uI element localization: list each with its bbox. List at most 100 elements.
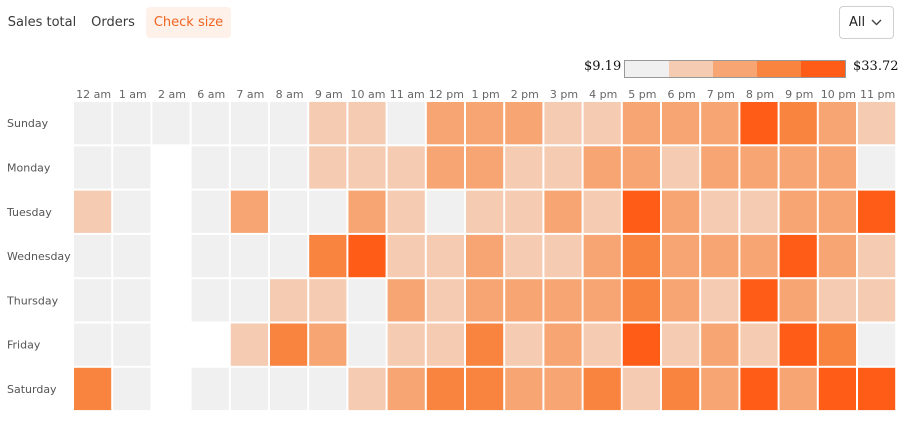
heatmap-cell-wednesday-11-pm[interactable]: [858, 234, 896, 278]
heatmap-cell-thursday-6-am[interactable]: [191, 279, 229, 322]
heatmap-cell-thursday-1-am[interactable]: [113, 279, 151, 322]
heatmap-cell-friday-9-pm[interactable]: [779, 323, 817, 366]
heatmap-cell-sunday-9-am[interactable]: [309, 102, 347, 145]
heatmap-cell-monday-1-pm[interactable]: [466, 146, 504, 189]
heatmap-cell-sunday-5-pm[interactable]: [622, 102, 660, 145]
heatmap-cell-saturday-11-pm[interactable]: [858, 367, 896, 411]
heatmap-cell-thursday-1-pm[interactable]: [466, 279, 504, 322]
heatmap-cell-wednesday-12-pm[interactable]: [426, 234, 464, 278]
heatmap-cell-friday-1-pm[interactable]: [466, 323, 504, 366]
heatmap-cell-wednesday-1-pm[interactable]: [466, 234, 504, 278]
heatmap-cell-thursday-8-pm[interactable]: [740, 279, 778, 322]
heatmap-cell-sunday-1-am[interactable]: [113, 102, 151, 145]
heatmap-cell-monday-11-pm[interactable]: [858, 146, 896, 189]
heatmap-cell-friday-7-pm[interactable]: [701, 323, 739, 366]
heatmap-cell-sunday-9-pm[interactable]: [779, 102, 817, 145]
heatmap-cell-saturday-7-am[interactable]: [230, 367, 268, 411]
heatmap-cell-friday-8-pm[interactable]: [740, 323, 778, 366]
heatmap-cell-wednesday-3-pm[interactable]: [544, 234, 582, 278]
heatmap-cell-tuesday-4-pm[interactable]: [583, 190, 621, 233]
heatmap-cell-saturday-9-am[interactable]: [309, 367, 347, 411]
heatmap-cell-friday-11-am[interactable]: [387, 323, 425, 366]
heatmap-cell-tuesday-1-pm[interactable]: [466, 190, 504, 233]
heatmap-cell-sunday-7-pm[interactable]: [701, 102, 739, 145]
heatmap-cell-wednesday-11-am[interactable]: [387, 234, 425, 278]
heatmap-cell-monday-1-am[interactable]: [113, 146, 151, 189]
heatmap-cell-tuesday-9-am[interactable]: [309, 190, 347, 233]
heatmap-cell-tuesday-6-am[interactable]: [191, 190, 229, 233]
heatmap-cell-thursday-7-pm[interactable]: [701, 279, 739, 322]
heatmap-cell-tuesday-9-pm[interactable]: [779, 190, 817, 233]
heatmap-cell-wednesday-8-am[interactable]: [270, 234, 308, 278]
heatmap-cell-monday-7-pm[interactable]: [701, 146, 739, 189]
heatmap-cell-friday-5-pm[interactable]: [622, 323, 660, 366]
heatmap-cell-friday-10-am[interactable]: [348, 323, 386, 366]
heatmap-cell-friday-11-pm[interactable]: [858, 323, 896, 366]
heatmap-cell-saturday-5-pm[interactable]: [622, 367, 660, 411]
heatmap-cell-saturday-8-pm[interactable]: [740, 367, 778, 411]
heatmap-cell-sunday-3-pm[interactable]: [544, 102, 582, 145]
heatmap-cell-monday-9-pm[interactable]: [779, 146, 817, 189]
heatmap-cell-thursday-5-pm[interactable]: [622, 279, 660, 322]
heatmap-cell-saturday-11-am[interactable]: [387, 367, 425, 411]
heatmap-cell-tuesday-8-am[interactable]: [270, 190, 308, 233]
tab-check-size[interactable]: Check size: [146, 7, 231, 38]
heatmap-cell-wednesday-6-am[interactable]: [191, 234, 229, 278]
heatmap-cell-monday-8-am[interactable]: [270, 146, 308, 189]
heatmap-cell-friday-4-pm[interactable]: [583, 323, 621, 366]
heatmap-cell-tuesday-5-pm[interactable]: [622, 190, 660, 233]
heatmap-cell-monday-6-am[interactable]: [191, 146, 229, 189]
heatmap-cell-saturday-9-pm[interactable]: [779, 367, 817, 411]
heatmap-cell-saturday-8-am[interactable]: [270, 367, 308, 411]
heatmap-cell-thursday-3-pm[interactable]: [544, 279, 582, 322]
heatmap-cell-thursday-11-am[interactable]: [387, 279, 425, 322]
heatmap-cell-thursday-7-am[interactable]: [230, 279, 268, 322]
heatmap-cell-wednesday-8-pm[interactable]: [740, 234, 778, 278]
heatmap-cell-saturday-10-am[interactable]: [348, 367, 386, 411]
heatmap-cell-wednesday-12-am[interactable]: [74, 234, 112, 278]
heatmap-cell-thursday-12-am[interactable]: [74, 279, 112, 322]
heatmap-cell-friday-1-am[interactable]: [113, 323, 151, 366]
heatmap-cell-friday-3-pm[interactable]: [544, 323, 582, 366]
heatmap-cell-wednesday-9-am[interactable]: [309, 234, 347, 278]
heatmap-cell-monday-10-pm[interactable]: [818, 146, 856, 189]
heatmap-cell-saturday-6-pm[interactable]: [662, 367, 700, 411]
heatmap-cell-friday-9-am[interactable]: [309, 323, 347, 366]
heatmap-cell-friday-10-pm[interactable]: [818, 323, 856, 366]
heatmap-cell-tuesday-7-am[interactable]: [230, 190, 268, 233]
heatmap-cell-thursday-9-pm[interactable]: [779, 279, 817, 322]
heatmap-cell-wednesday-2-pm[interactable]: [505, 234, 543, 278]
heatmap-cell-tuesday-10-pm[interactable]: [818, 190, 856, 233]
heatmap-cell-wednesday-1-am[interactable]: [113, 234, 151, 278]
heatmap-cell-tuesday-2-pm[interactable]: [505, 190, 543, 233]
heatmap-cell-sunday-4-pm[interactable]: [583, 102, 621, 145]
heatmap-cell-saturday-7-pm[interactable]: [701, 367, 739, 411]
heatmap-cell-thursday-11-pm[interactable]: [858, 279, 896, 322]
heatmap-cell-saturday-2-pm[interactable]: [505, 367, 543, 411]
heatmap-cell-tuesday-12-pm[interactable]: [426, 190, 464, 233]
heatmap-cell-sunday-2-am[interactable]: [152, 102, 190, 145]
tab-sales-total[interactable]: Sales total: [7, 15, 77, 30]
heatmap-cell-monday-12-am[interactable]: [74, 146, 112, 189]
tab-orders[interactable]: Orders: [91, 15, 135, 30]
heatmap-cell-sunday-7-am[interactable]: [230, 102, 268, 145]
heatmap-cell-sunday-12-am[interactable]: [74, 102, 112, 145]
heatmap-cell-thursday-12-pm[interactable]: [426, 279, 464, 322]
filter-dropdown[interactable]: All: [839, 6, 894, 39]
heatmap-cell-saturday-12-am[interactable]: [74, 367, 112, 411]
heatmap-cell-friday-12-am[interactable]: [74, 323, 112, 366]
heatmap-cell-saturday-1-am[interactable]: [113, 367, 151, 411]
heatmap-cell-monday-5-pm[interactable]: [622, 146, 660, 189]
heatmap-cell-wednesday-6-pm[interactable]: [662, 234, 700, 278]
heatmap-cell-wednesday-10-pm[interactable]: [818, 234, 856, 278]
heatmap-cell-tuesday-1-am[interactable]: [113, 190, 151, 233]
heatmap-cell-saturday-10-pm[interactable]: [818, 367, 856, 411]
heatmap-cell-tuesday-12-am[interactable]: [74, 190, 112, 233]
heatmap-cell-monday-2-pm[interactable]: [505, 146, 543, 189]
heatmap-cell-sunday-10-am[interactable]: [348, 102, 386, 145]
heatmap-cell-thursday-2-pm[interactable]: [505, 279, 543, 322]
heatmap-cell-friday-12-pm[interactable]: [426, 323, 464, 366]
heatmap-cell-thursday-8-am[interactable]: [270, 279, 308, 322]
heatmap-cell-tuesday-7-pm[interactable]: [701, 190, 739, 233]
heatmap-cell-saturday-6-am[interactable]: [191, 367, 229, 411]
